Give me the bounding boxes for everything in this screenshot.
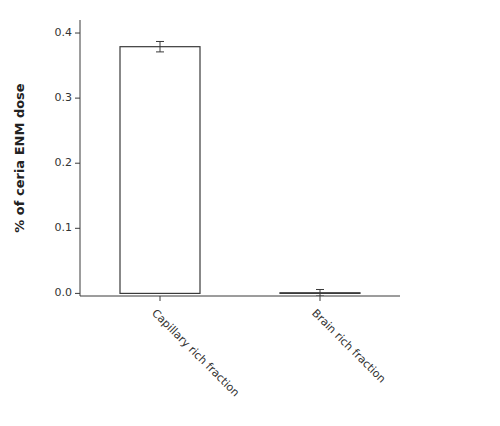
x-axis-line: [80, 296, 400, 297]
y-axis: 0.0 0.1 0.2 0.3 0.4: [55, 26, 81, 299]
y-tick: [75, 228, 80, 229]
y-tick: [75, 33, 80, 34]
chart: 0.0 0.1 0.2 0.3 0.4 Capillary rich fraction Br…: [0, 0, 500, 426]
y-axis-label: % of ceria ENM dose: [12, 83, 27, 233]
x-axis: Capillary rich fraction Brain rich fracti…: [149, 296, 388, 399]
y-tick-label: 0.2: [55, 156, 73, 169]
plot-area: [120, 41, 360, 296]
y-tick-label: 0.4: [55, 26, 73, 39]
y-tick-label: 0.3: [55, 91, 73, 104]
x-tick: [160, 296, 161, 301]
chart-container: 0.0 0.1 0.2 0.3 0.4 Capillary rich fraction Br…: [0, 0, 500, 426]
bar: [120, 47, 200, 294]
y-tick-label: 0.0: [55, 286, 73, 299]
y-tick-label: 0.1: [55, 221, 73, 234]
x-tick-label: Brain rich fraction: [309, 307, 388, 386]
y-tick: [75, 163, 80, 164]
x-tick: [320, 296, 321, 301]
x-tick-label: Capillary rich fraction: [149, 307, 242, 400]
y-tick: [75, 293, 80, 294]
y-axis-line: [80, 20, 81, 296]
error-bar: [316, 289, 324, 296]
y-tick: [75, 98, 80, 99]
error-bar: [156, 41, 164, 51]
